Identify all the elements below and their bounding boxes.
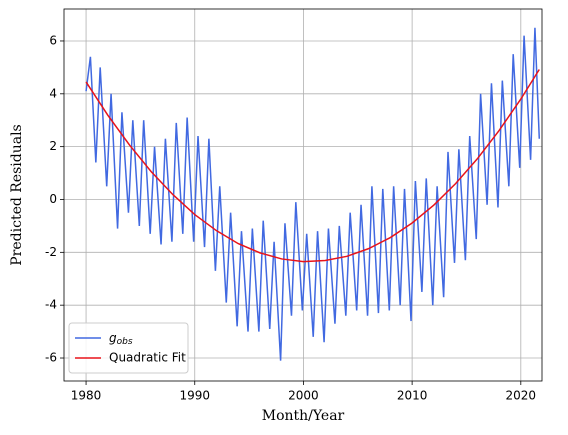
y-tick-label: -4 bbox=[45, 298, 57, 312]
x-axis-label: Month/Year bbox=[262, 408, 345, 424]
y-tick-label: 2 bbox=[49, 139, 57, 153]
x-tick-label: 2020 bbox=[506, 389, 537, 403]
y-tick-label: -6 bbox=[45, 351, 57, 365]
y-axis-label: Predicted Residuals bbox=[9, 124, 25, 265]
y-tick-label: -2 bbox=[45, 245, 57, 259]
x-tick-label: 1990 bbox=[179, 389, 210, 403]
x-tick-label: 2010 bbox=[397, 389, 428, 403]
series-line bbox=[85, 69, 540, 263]
plot-frame bbox=[63, 8, 543, 382]
legend-label: Quadratic Fit bbox=[109, 351, 186, 365]
series-line bbox=[85, 27, 541, 361]
y-tick-label: 4 bbox=[49, 86, 57, 100]
x-tick-label: 1980 bbox=[71, 389, 102, 403]
y-tick-label: 6 bbox=[49, 33, 57, 47]
legend-label: gobs bbox=[109, 331, 133, 347]
x-tick-label: 2000 bbox=[288, 389, 319, 403]
y-tick-label: 0 bbox=[49, 192, 57, 206]
legend-box bbox=[68, 322, 189, 374]
